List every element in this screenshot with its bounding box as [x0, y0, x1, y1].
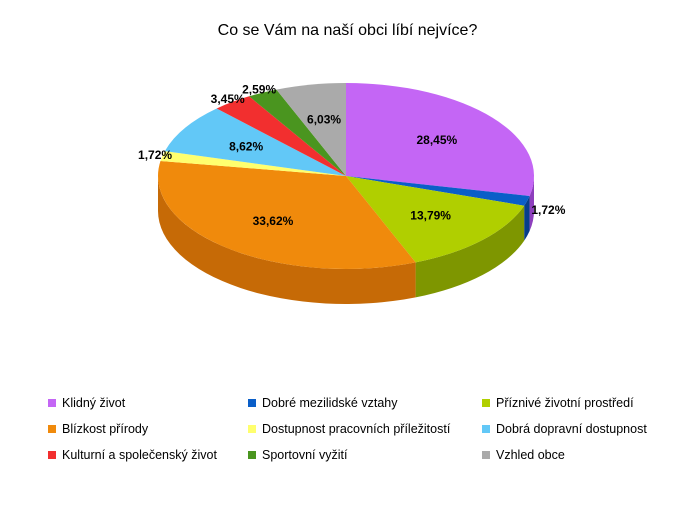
legend-item: Dostupnost pracovních příležitostí: [248, 422, 482, 436]
pie-data-label: 8,62%: [229, 139, 263, 153]
pie-slice-side: [529, 176, 534, 232]
legend-label: Klidný život: [62, 396, 126, 410]
legend-item: Příznivé životní prostředí: [482, 396, 682, 410]
legend-item: Kulturní a společenský život: [48, 448, 248, 462]
pie-slice: [346, 83, 534, 197]
pie-data-label: 33,62%: [253, 214, 294, 228]
legend-item: Sportovní vyžití: [248, 448, 482, 462]
pie-slice: [164, 108, 346, 176]
chart-title: Co se Vám na naší obci líbí nejvíce?: [217, 22, 478, 39]
pie-data-label: 13,79%: [410, 209, 451, 223]
legend-swatch: [48, 399, 56, 407]
legend-item: Dobrá dopravní dostupnost: [482, 422, 682, 436]
legend-swatch: [482, 425, 490, 433]
pie-slices: [158, 83, 534, 269]
pie-data-label: 1,72%: [138, 148, 172, 162]
pie-data-label: 2,59%: [242, 82, 276, 96]
pie-data-label: 3,45%: [211, 92, 245, 106]
legend-label: Dobré mezilidské vztahy: [262, 396, 398, 410]
legend-item: Blízkost přírody: [48, 422, 248, 436]
legend-label: Příznivé životní prostředí: [496, 396, 634, 410]
pie-slice: [346, 176, 530, 206]
legend-swatch: [48, 425, 56, 433]
chart-legend: Klidný život Dobré mezilidské vztahy Přízn…: [48, 396, 688, 462]
legend-label: Vzhled obce: [496, 448, 565, 462]
legend-label: Dostupnost pracovních příležitostí: [262, 422, 451, 436]
legend-swatch: [48, 451, 56, 459]
legend-swatch: [248, 425, 256, 433]
pie-side-walls: [158, 176, 534, 304]
legend-item: Vzhled obce: [482, 448, 682, 462]
legend-label: Dobrá dopravní dostupnost: [496, 422, 647, 436]
pie-data-labels: 28,45% 1,72% 13,79% 33,62% 1,72% 8,62% 3,45%2,…: [138, 82, 566, 228]
pie-slice: [249, 89, 346, 176]
pie-slice-side: [415, 205, 525, 298]
legend-swatch: [482, 399, 490, 407]
legend-item: Dobré mezilidské vztahy: [248, 396, 482, 410]
pie-data-label: 1,72%: [531, 203, 565, 217]
pie-slice-side: [158, 176, 416, 304]
legend-label: Kulturní a společenský život: [62, 448, 217, 462]
legend-swatch: [482, 451, 490, 459]
pie-slice: [346, 176, 525, 263]
legend-label: Blízkost přírody: [62, 422, 149, 436]
pie-slice: [216, 96, 346, 176]
legend-swatch: [248, 399, 256, 407]
pie-slice: [160, 151, 346, 176]
pie-data-label: 28,45%: [417, 133, 458, 147]
legend-swatch: [248, 451, 256, 459]
pie-slice: [276, 83, 346, 176]
pie-slice-side: [524, 196, 530, 241]
legend-item: Klidný život: [48, 396, 248, 410]
legend-label: Sportovní vyžití: [262, 448, 348, 462]
pie-data-label: 6,03%: [307, 112, 341, 126]
pie-slice: [158, 160, 416, 269]
